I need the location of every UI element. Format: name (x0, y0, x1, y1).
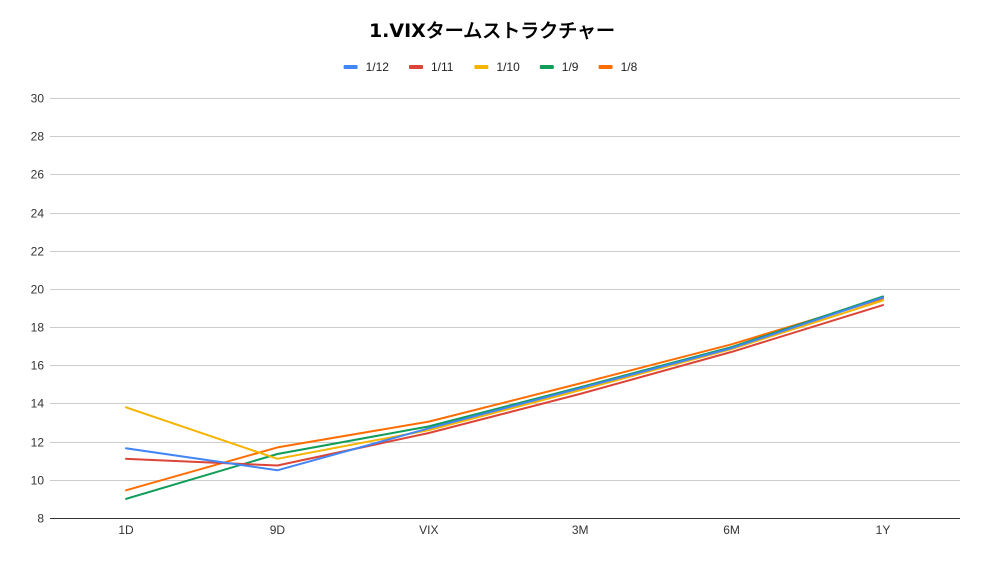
y-tick-label: 10 (31, 474, 45, 488)
legend-label: 1/8 (621, 60, 638, 74)
x-tick-label: VIX (419, 523, 438, 537)
y-tick-label: 20 (31, 283, 45, 297)
x-tick-label: 1Y (876, 523, 891, 537)
legend-swatch (539, 65, 554, 69)
y-tick-label: 18 (31, 321, 45, 335)
legend-label: 1/12 (366, 60, 390, 74)
y-tick-label: 16 (31, 359, 45, 373)
y-axis-ticks: 8 10 12 14 16 18 20 22 24 26 28 30 (31, 92, 45, 526)
series-line-1-10 (125, 299, 884, 460)
x-tick-label: 6M (723, 523, 740, 537)
legend-item-1-9[interactable]: 1/9 (539, 60, 579, 74)
y-tick-label: 22 (31, 245, 45, 259)
legend-item-1-11[interactable]: 1/11 (409, 60, 454, 74)
y-tick-label: 8 (37, 512, 44, 526)
y-tick-label: 28 (31, 130, 45, 144)
series-line-1-11 (125, 304, 884, 467)
y-tick-label: 14 (31, 397, 45, 411)
legend-swatch (409, 65, 423, 69)
grid (50, 98, 960, 519)
legend-label: 1/11 (431, 60, 454, 74)
x-axis-ticks: 1D 9D VIX 3M 6M 1Y (118, 523, 890, 537)
series-line-1-9 (125, 295, 884, 500)
series-lines (125, 295, 884, 500)
y-tick-label: 24 (31, 207, 45, 221)
series-line-1-8 (125, 297, 884, 492)
legend: 1/12 1/11 1/10 1/9 1/8 (343, 60, 638, 74)
chart-title: 1.VIXタームストラクチャー (369, 20, 615, 42)
x-tick-label: 9D (270, 523, 286, 537)
series-line-1-12 (125, 296, 884, 472)
legend-item-1-8[interactable]: 1/8 (598, 60, 638, 74)
x-tick-label: 3M (572, 523, 589, 537)
y-tick-label: 12 (31, 436, 45, 450)
legend-item-1-10[interactable]: 1/10 (474, 60, 520, 74)
legend-swatch (474, 65, 489, 69)
legend-item-1-12[interactable]: 1/12 (343, 60, 390, 74)
x-tick-label: 1D (118, 523, 134, 537)
legend-label: 1/9 (562, 60, 579, 74)
legend-swatch (598, 65, 613, 69)
y-tick-label: 30 (31, 92, 45, 106)
legend-swatch (343, 65, 358, 69)
y-tick-label: 26 (31, 168, 45, 182)
legend-label: 1/10 (496, 60, 520, 74)
